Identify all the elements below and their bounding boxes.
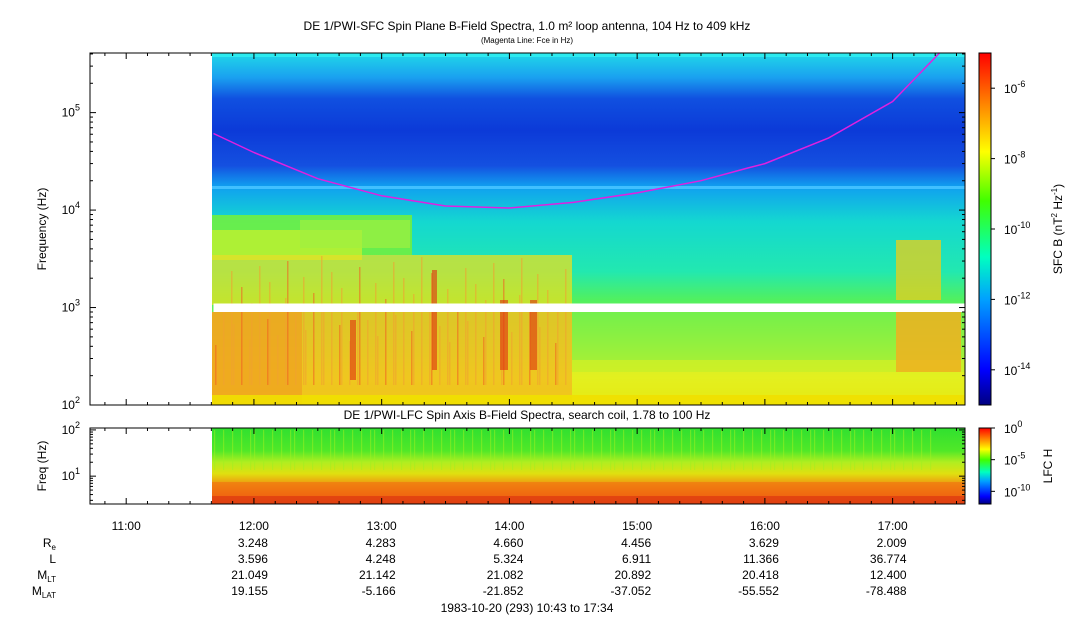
time-tick-label: 12:00: [239, 519, 269, 533]
bottom-panel-title: DE 1/PWI-LFC Spin Axis B-Field Spectra, …: [344, 408, 711, 422]
time-axis: 11:00 12:00 13:00 14:00 15:00 16:00 17:00: [104, 53, 957, 533]
data-gap-band: [213, 303, 966, 312]
ephemeris-value: 4.283: [366, 536, 396, 550]
ephemeris-value: 19.155: [231, 584, 268, 598]
ephemeris-value: 3.596: [238, 552, 268, 566]
ephemeris-row-label: Re: [43, 536, 57, 552]
ephemeris-row-label: MLAT: [32, 584, 56, 600]
ephemeris-value: -21.852: [483, 584, 524, 598]
ephemeris-row-label: L: [49, 552, 56, 566]
bottom-plot-frame: [89, 427, 966, 505]
ephemeris-value: 6.911: [622, 552, 651, 566]
colorbar-tick-label: 10-8: [1004, 150, 1025, 167]
ephemeris-value: 4.248: [366, 552, 396, 566]
colorbar-tick-label: 10-12: [1004, 290, 1030, 307]
fce-line: [213, 52, 941, 209]
colorbar-tick-label: 10-10: [1004, 482, 1030, 499]
ephemeris-value: 4.660: [493, 536, 523, 550]
top-y-axis: 102 103 104 105: [62, 53, 965, 412]
top-panel-subtitle: (Magenta Line: Fce in Hz): [481, 36, 573, 45]
y-tick-label: 101: [62, 466, 80, 483]
ephemeris-value: 5.324: [493, 552, 523, 566]
top-y-axis-label: Frequency (Hz): [35, 188, 49, 271]
y-tick-label: 102: [62, 395, 80, 412]
time-range-footer: 1983-10-20 (293) 10:43 to 17:34: [441, 601, 614, 615]
bottom-spectrogram: [212, 428, 965, 504]
ephemeris-value: 12.400: [870, 568, 907, 582]
ephemeris-value: 20.892: [614, 568, 651, 582]
ephemeris-value: -37.052: [610, 584, 651, 598]
ephemeris-value: -5.166: [362, 584, 396, 598]
top-plot-frame: [89, 52, 966, 406]
time-tick-label: 15:00: [622, 519, 652, 533]
y-tick-label: 104: [62, 200, 80, 217]
ephemeris-value: 3.248: [238, 536, 268, 550]
colorbar-tick-label: 10-10: [1004, 220, 1030, 237]
ephemeris-value: 4.456: [621, 536, 651, 550]
time-tick-label: 16:00: [750, 519, 780, 533]
colorbar-tick-label: 10-5: [1004, 451, 1025, 468]
ephemeris-row-label: MLT: [37, 568, 56, 584]
top-panel-title: DE 1/PWI-SFC Spin Plane B-Field Spectra,…: [304, 19, 751, 33]
y-tick-label: 103: [62, 298, 80, 315]
bottom-y-axis-label: Freq (Hz): [35, 441, 49, 492]
colorbar-tick-label: 100: [1004, 419, 1022, 436]
bottom-colorbar-ticks: 100 10-5 10-10: [991, 419, 1030, 499]
top-spectrogram-features: [212, 53, 965, 405]
bottom-colorbar-label: LFC H: [1041, 449, 1055, 484]
colorbar-tick-label: 10-6: [1004, 79, 1025, 96]
top-colorbar-ticks: 10-6 10-8 10-10 10-12 10-14: [991, 79, 1030, 378]
colorbar-tick-label: 10-14: [1004, 361, 1030, 378]
bottom-spectrogram-features: [212, 430, 965, 504]
ephemeris-value: 2.009: [877, 536, 907, 550]
time-tick-label: 11:00: [112, 519, 141, 533]
ephemeris-value: 20.418: [742, 568, 779, 582]
time-tick-label: 14:00: [494, 519, 524, 533]
bottom-y-axis: 101 102: [62, 420, 965, 501]
ephemeris-value: 3.629: [749, 536, 779, 550]
ephemeris-value: -78.488: [866, 584, 907, 598]
ephemeris-value: -55.552: [738, 584, 779, 598]
ephemeris-value: 11.366: [743, 552, 779, 566]
time-tick-label: 13:00: [367, 519, 397, 533]
top-colorbar-label: SFC B (nT2 Hz-1): [1050, 184, 1065, 274]
bottom-colorbar: [978, 427, 992, 505]
y-tick-label: 102: [62, 420, 80, 437]
time-tick-label: 17:00: [878, 519, 908, 533]
ephemeris-value: 21.142: [359, 568, 396, 582]
ephemeris-value: 21.049: [231, 568, 268, 582]
ephemeris-value: 36.774: [870, 552, 907, 566]
top-colorbar: [978, 52, 992, 406]
y-tick-label: 105: [62, 103, 80, 120]
ephemeris-value: 21.082: [487, 568, 524, 582]
ephemeris-table: Re 3.248 4.283 4.660 4.456 3.629 2.009 L 3.596 4.…: [32, 536, 907, 600]
top-spectrogram: [212, 52, 966, 405]
